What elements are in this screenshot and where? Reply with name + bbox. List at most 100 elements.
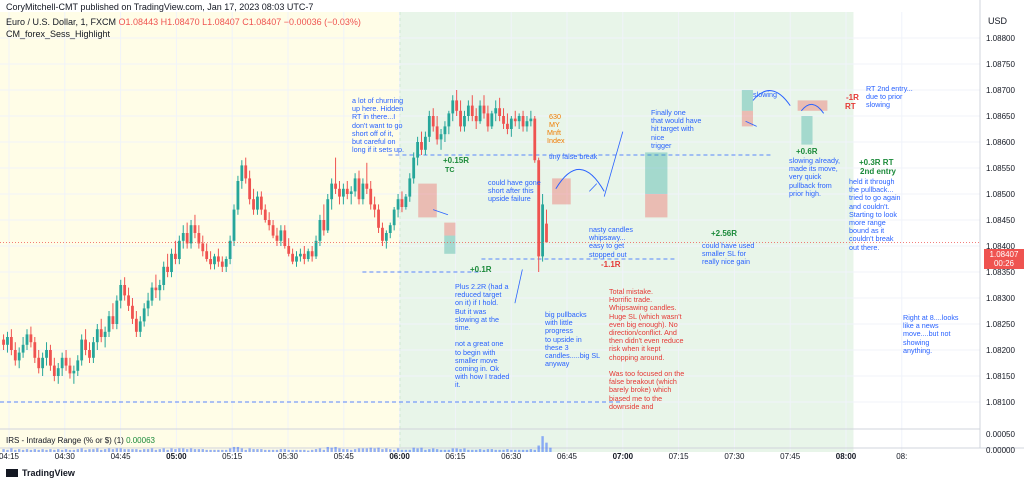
irs-bar <box>248 448 251 452</box>
irs-bar <box>545 442 548 452</box>
price-tick-label: 1.08200 <box>986 346 1015 355</box>
time-tick-label: 05:30 <box>278 452 299 461</box>
irs-bar <box>291 449 294 452</box>
note-right-at-8: Right at 8....looks like a news move....… <box>903 313 959 355</box>
publish-header: CoryMitchell-CMT published on TradingVie… <box>6 2 314 12</box>
candle-body <box>486 113 490 127</box>
note-second-entry: 2nd entry <box>860 167 897 176</box>
candle-body <box>45 350 48 358</box>
annotation-pointer <box>745 120 757 127</box>
irs-bar <box>389 449 392 452</box>
irs-indicator-label[interactable]: IRS - Intraday Range (% or $) (1) 0.0006… <box>6 436 155 445</box>
irs-bar <box>150 448 154 452</box>
candle-body <box>361 183 365 200</box>
note-total-mistake: Total mistake. Horrific trade. Whipsawin… <box>609 287 685 411</box>
note-mmi-index: Index <box>547 136 565 145</box>
candle-body <box>416 142 419 158</box>
candle-body <box>134 318 138 332</box>
irs-bar <box>365 448 369 452</box>
price-tick-label: 1.08400 <box>986 242 1015 251</box>
candle-body <box>490 113 494 127</box>
irs-bar <box>240 448 244 452</box>
trade5-reward-box <box>741 90 753 111</box>
irs-bar <box>166 449 169 452</box>
candle-body <box>302 253 306 259</box>
irs-bar <box>318 448 322 452</box>
session-indicator-label[interactable]: CM_forex_Sess_Highlight <box>6 29 111 39</box>
irs-tick-label: 0.00000 <box>986 446 1015 455</box>
note-plus-2r: Plus 2.2R (had a reduced target on it) i… <box>455 282 510 390</box>
trade2-reward-box <box>444 235 456 254</box>
note-mmi-my: MY <box>549 120 560 129</box>
candle-body <box>29 334 33 343</box>
tradingview-logo-icon <box>6 469 18 477</box>
price-tick-label: 1.08250 <box>986 320 1015 329</box>
irs-bar <box>330 447 333 452</box>
trade4-risk-box <box>645 194 668 218</box>
candle-body <box>326 199 330 231</box>
irs-bar <box>64 449 68 452</box>
time-tick-label: 05:15 <box>222 452 243 461</box>
candle-body <box>424 136 427 150</box>
irs-bar <box>84 449 87 452</box>
candle-body <box>502 116 505 124</box>
candle-body <box>279 230 283 241</box>
irs-bar <box>412 447 415 452</box>
irs-bar <box>525 449 529 452</box>
candle-body <box>84 339 87 350</box>
irs-bar <box>25 449 29 452</box>
irs-bar <box>428 449 431 452</box>
irs-bar <box>193 449 197 452</box>
irs-bar <box>303 449 306 452</box>
irs-bar <box>119 448 122 452</box>
irs-bar <box>408 449 411 452</box>
candle-body <box>513 118 517 122</box>
irs-bar <box>267 449 271 452</box>
candle-body <box>177 240 181 259</box>
symbol-name[interactable]: Euro / U.S. Dollar, 1, FXCM <box>6 17 117 27</box>
irs-bar <box>322 449 326 452</box>
candle-body <box>377 209 380 228</box>
tradingview-logo[interactable]: TradingView <box>6 468 75 478</box>
candle-body <box>41 357 45 369</box>
irs-bar <box>514 449 517 452</box>
irs-bar <box>459 449 462 452</box>
irs-bar <box>533 449 536 452</box>
note-mmi-mnft: Mnft <box>547 128 561 137</box>
candle-body <box>509 118 513 129</box>
session-highlight <box>399 12 854 452</box>
price-tick-label: 1.08550 <box>986 164 1015 173</box>
irs-bar <box>217 449 220 452</box>
candle-body <box>60 357 64 369</box>
candle-body <box>13 350 17 361</box>
last-price-tag: 1.08407 00:26 <box>984 249 1024 269</box>
candle-body <box>6 337 9 345</box>
candle-body <box>517 116 521 122</box>
price-tick-label: 1.08600 <box>986 138 1015 147</box>
irs-bar <box>135 449 138 452</box>
irs-bar <box>381 449 384 452</box>
trade4-reward-box <box>645 152 668 194</box>
note-slowing: slowing <box>753 90 777 99</box>
candle-body <box>131 305 134 319</box>
irs-bar <box>201 449 204 452</box>
candle-body <box>482 105 486 114</box>
candle-body <box>521 116 525 127</box>
candle-body <box>150 287 154 301</box>
candle-body <box>455 100 459 111</box>
irs-bar <box>549 447 552 452</box>
irs-bar <box>474 449 478 452</box>
candle-body <box>529 118 533 122</box>
irs-bar <box>385 448 388 452</box>
candle-body <box>439 134 443 140</box>
irs-bar <box>17 449 21 452</box>
irs-bar <box>115 448 119 452</box>
irs-bar <box>346 449 349 452</box>
candle-body <box>396 199 400 210</box>
irs-bar <box>310 449 314 452</box>
irs-bar <box>6 449 9 452</box>
irs-bar <box>107 448 111 452</box>
candle-body <box>56 368 60 376</box>
candle-body <box>91 342 95 358</box>
